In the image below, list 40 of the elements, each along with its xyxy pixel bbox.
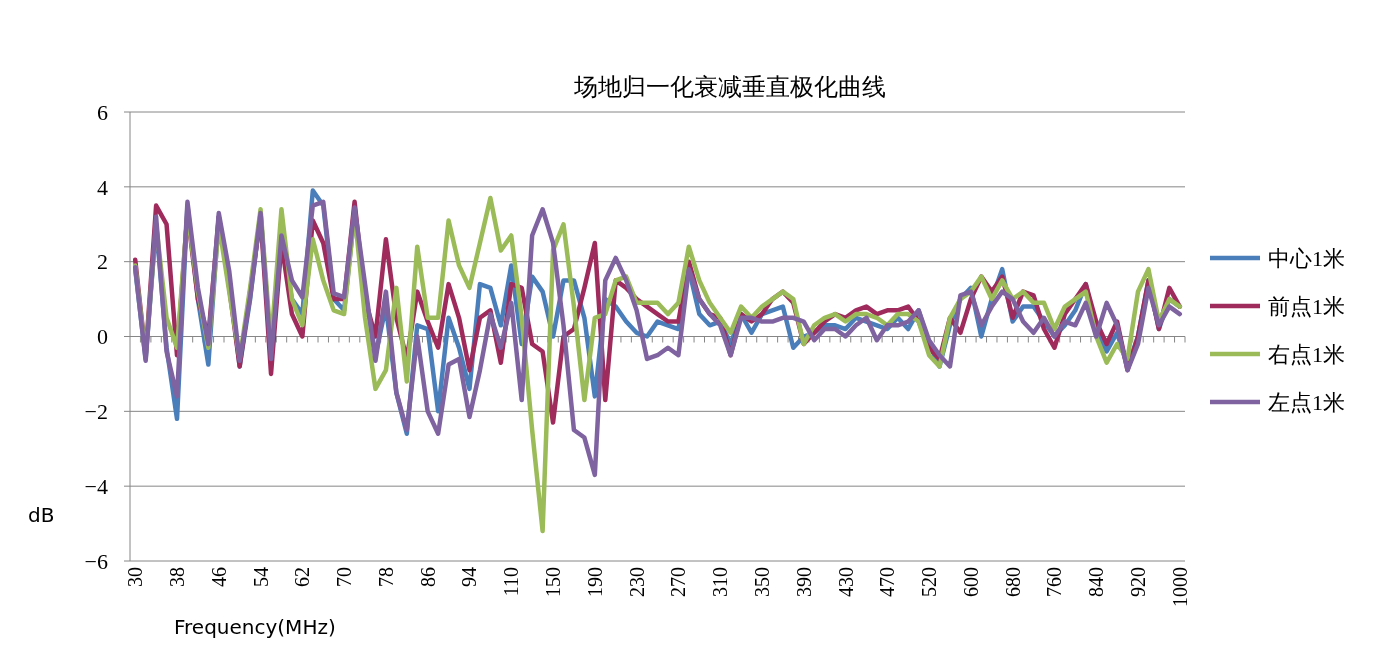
- x-tick-label: 190: [583, 567, 606, 597]
- legend-label: 中心1米: [1268, 245, 1345, 271]
- y-tick-label: 4: [97, 174, 108, 200]
- x-tick-label: 46: [207, 567, 230, 587]
- chart-title: 场地归一化衰减垂直极化曲线: [573, 74, 886, 100]
- x-tick-label: 520: [918, 567, 941, 597]
- x-tick-label: 38: [166, 567, 188, 587]
- x-tick-label: 86: [416, 567, 439, 587]
- x-tick-label: 62: [291, 567, 314, 587]
- x-tick-label: 920: [1126, 567, 1149, 597]
- x-axis-title: Frequency(MHz): [174, 615, 336, 639]
- x-tick-label: 470: [876, 567, 899, 597]
- legend-label: 前点1米: [1268, 293, 1345, 319]
- x-tick-label: 600: [959, 567, 982, 597]
- y-tick-label: −4: [84, 473, 108, 499]
- x-tick-label: 1000: [1168, 567, 1191, 607]
- y-tick-label: 0: [97, 324, 108, 350]
- legend-label: 左点1米: [1268, 389, 1345, 415]
- y-tick-label: −6: [84, 548, 108, 574]
- y-tick-label: 2: [97, 249, 108, 275]
- x-tick-label: 70: [333, 567, 356, 587]
- x-tick-label: 78: [374, 567, 397, 587]
- x-tick-label: 390: [792, 567, 815, 597]
- y-tick-label: −2: [84, 399, 108, 425]
- x-tick-label: 760: [1043, 567, 1066, 597]
- x-tick-label: 110: [500, 567, 523, 597]
- x-tick-label: 150: [542, 567, 565, 597]
- legend-label: 右点1米: [1268, 341, 1345, 367]
- y-axis-title: dB: [28, 503, 55, 527]
- y-tick-label: 6: [97, 99, 108, 125]
- x-tick-label: 94: [458, 567, 481, 587]
- x-tick-label: 230: [625, 567, 648, 597]
- x-tick-label: 430: [834, 567, 857, 597]
- x-tick-label: 30: [124, 567, 147, 587]
- x-tick-label: 680: [1001, 567, 1024, 597]
- x-tick-label: 270: [667, 567, 690, 597]
- x-tick-label: 350: [750, 567, 773, 597]
- x-tick-label: 310: [709, 567, 732, 597]
- x-tick-label: 54: [249, 567, 272, 587]
- x-tick-label: 840: [1085, 567, 1108, 597]
